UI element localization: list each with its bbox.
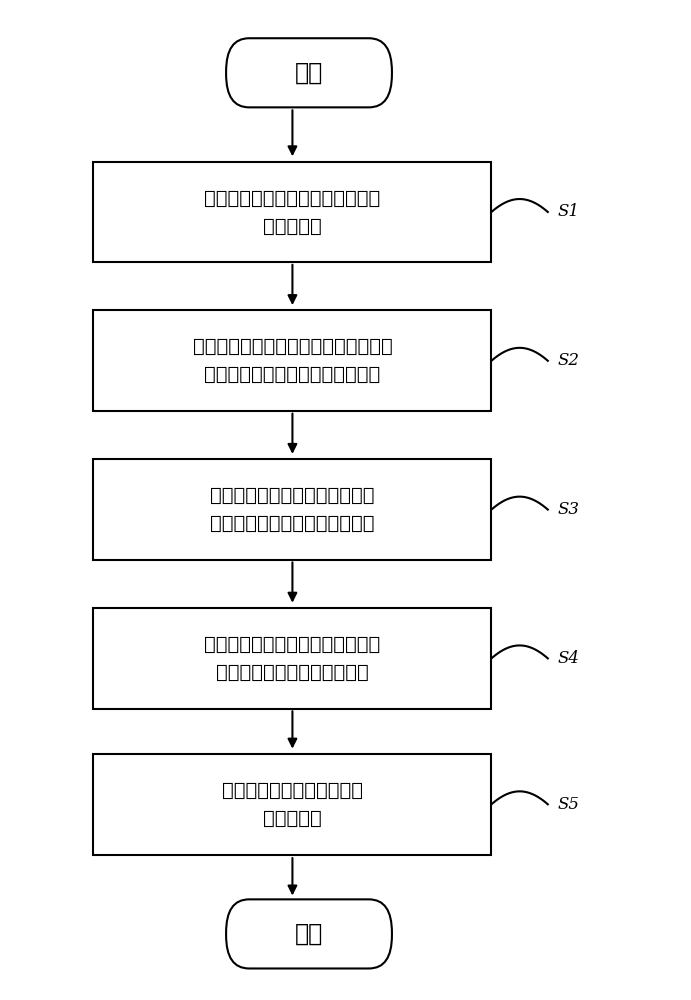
Text: 计算架空－电缆混合线路两端电流
的不同步角: 计算架空－电缆混合线路两端电流 的不同步角 xyxy=(205,188,381,235)
FancyBboxPatch shape xyxy=(93,459,491,560)
FancyBboxPatch shape xyxy=(93,162,491,262)
FancyBboxPatch shape xyxy=(93,310,491,411)
FancyBboxPatch shape xyxy=(226,38,392,107)
Text: 将工频分量进行对称分量变换，
得到对应的零序、正序、负序量: 将工频分量进行对称分量变换， 得到对应的零序、正序、负序量 xyxy=(210,486,375,533)
Text: S1: S1 xyxy=(558,204,580,221)
Text: S4: S4 xyxy=(558,650,580,667)
Text: 结束: 结束 xyxy=(295,922,323,946)
FancyBboxPatch shape xyxy=(93,608,491,709)
Text: S2: S2 xyxy=(558,352,580,369)
Text: S5: S5 xyxy=(558,796,580,813)
Text: 开始: 开始 xyxy=(295,61,323,85)
Text: S3: S3 xyxy=(558,501,580,518)
FancyBboxPatch shape xyxy=(93,754,491,855)
Text: 计算架空－电缆线路单相接地处电
流的零序、正序和负序分量。: 计算架空－电缆线路单相接地处电 流的零序、正序和负序分量。 xyxy=(205,635,381,682)
Text: 提取架空－电缆混合线路发生单相接地
后首末端的三相电压电流工频分量: 提取架空－电缆混合线路发生单相接地 后首末端的三相电压电流工频分量 xyxy=(193,337,392,384)
FancyBboxPatch shape xyxy=(226,899,392,968)
Text: 基于一维迭代搜索算法确定
故障点位置: 基于一维迭代搜索算法确定 故障点位置 xyxy=(222,781,363,828)
